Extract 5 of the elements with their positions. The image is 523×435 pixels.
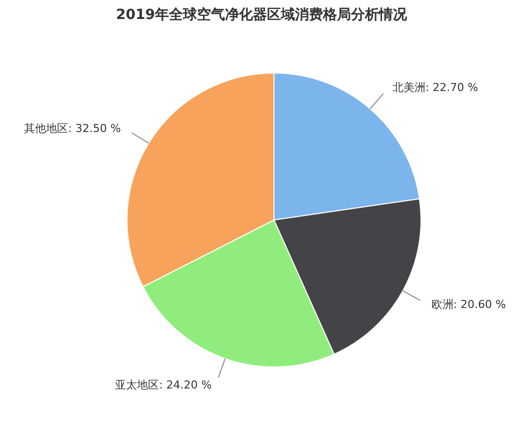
slice-label: 北美洲: 22.70 % bbox=[392, 81, 478, 94]
chart-title: 2019年全球空气净化器区域消费格局分析情况 bbox=[115, 6, 408, 24]
slice-label: 其他地区: 32.50 % bbox=[24, 122, 121, 136]
slice-label: 欧洲: 20.60 % bbox=[431, 298, 506, 311]
slice-label: 亚太地区: 24.20 % bbox=[115, 378, 212, 392]
